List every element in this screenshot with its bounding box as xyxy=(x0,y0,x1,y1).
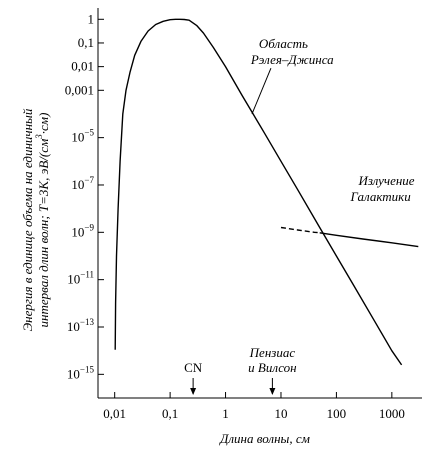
y-axis-label-line1: Энергия в единице объема на единичный xyxy=(20,108,35,331)
x-tick-label-5: 1000 xyxy=(379,406,405,421)
x-tick-label-1: 0,1 xyxy=(162,406,178,421)
axes xyxy=(97,8,422,399)
annotation-rayleigh-jeans-line-1: Рэлея–Джинса xyxy=(250,52,334,67)
y-tick-label-0: 1 xyxy=(88,11,95,26)
x-tick-label-0: 0,01 xyxy=(103,406,126,421)
y-tick-label-4: 10−5 xyxy=(71,128,94,145)
series-line-2 xyxy=(319,232,419,248)
y-tick-label-2: 0,01 xyxy=(71,59,94,74)
series-line-1 xyxy=(280,226,320,234)
annotation-penzias-arrow-head xyxy=(269,388,276,395)
y-axis-label: Энергия в единице объема на единичный ин… xyxy=(20,108,51,331)
ticks: 1 0,1 0,01 0,001 10−5 10−7 10−9 10−11 10−13 10−15… xyxy=(65,11,405,421)
annotation-cn-arrow-head xyxy=(190,388,197,395)
series-line-0 xyxy=(114,18,403,366)
y-tick-label-6: 10−9 xyxy=(71,222,94,239)
annotation-galaxy-line-0: Излучение xyxy=(357,173,414,188)
annotation-cn-line-0: CN xyxy=(184,360,203,375)
y-tick-label-5: 10−7 xyxy=(71,175,94,192)
y-tick-label-1: 0,1 xyxy=(78,35,94,50)
y-tick-label-8: 10−13 xyxy=(67,317,95,334)
y-axis-label-line2: интервал длин волн; T=3K, эВ/(см3·см) xyxy=(34,113,51,328)
annotation-penzias-line-1: и Вилсон xyxy=(248,360,296,375)
x-tick-label-3: 10 xyxy=(274,406,287,421)
x-tick-label-4: 100 xyxy=(327,406,347,421)
annotation-galaxy-line-1: Галактики xyxy=(349,189,411,204)
x-tick-label-2: 1 xyxy=(222,406,229,421)
y-tick-label-3: 0,001 xyxy=(65,82,94,97)
annotation-rayleigh-jeans-pointer xyxy=(251,68,272,115)
series-group xyxy=(114,18,419,366)
annotation-penzias-line-0: Пензиас xyxy=(249,345,296,360)
x-axis-label: Длина волны, см xyxy=(218,431,310,446)
y-tick-label-9: 10−15 xyxy=(67,364,95,381)
y-tick-label-7: 10−11 xyxy=(67,270,94,287)
annotation-rayleigh-jeans-line-0: Область xyxy=(259,36,308,51)
